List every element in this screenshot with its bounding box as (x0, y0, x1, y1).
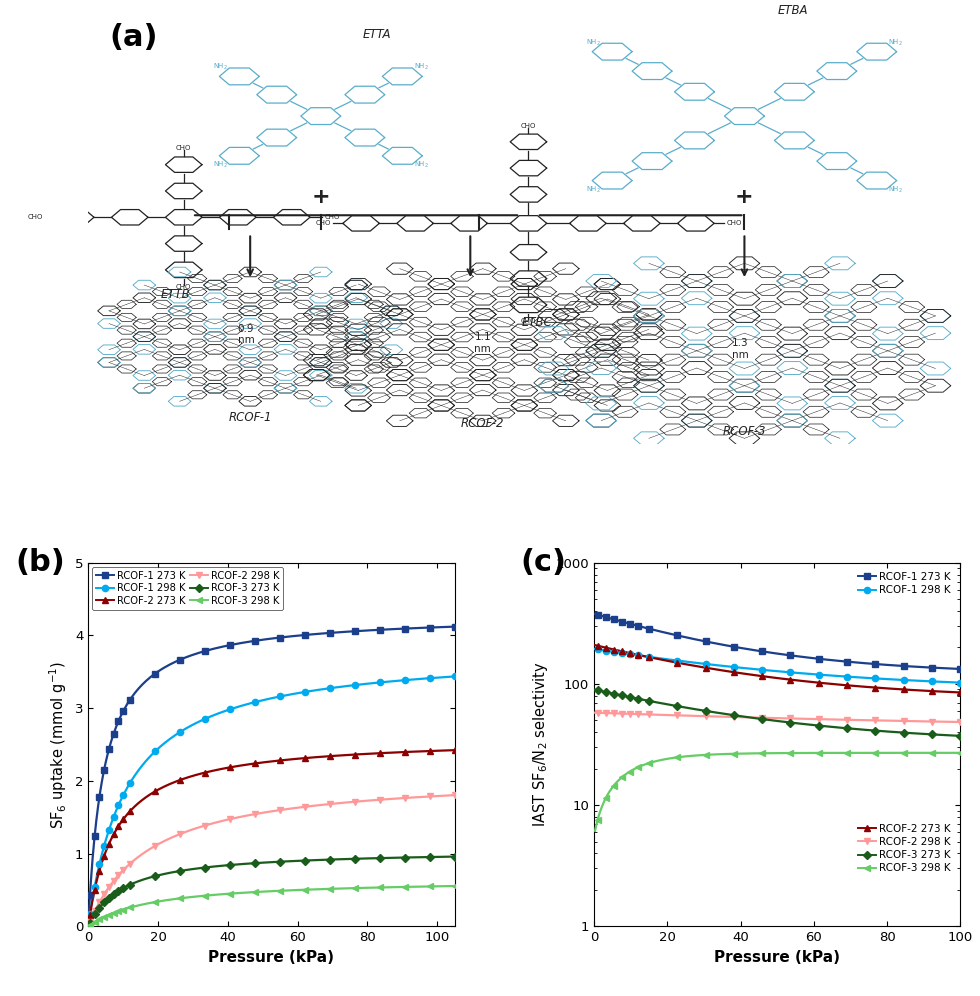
Text: NH$_2$: NH$_2$ (213, 160, 228, 170)
Text: RCOF-1: RCOF-1 (228, 411, 271, 424)
Text: CHO: CHO (27, 214, 43, 220)
Text: ETTA: ETTA (363, 28, 391, 41)
Text: (c): (c) (520, 548, 566, 578)
Text: RCOF-2: RCOF-2 (461, 417, 505, 430)
Text: 1.3
nm: 1.3 nm (732, 338, 749, 360)
Text: (a): (a) (109, 23, 158, 52)
Text: CHO: CHO (176, 284, 191, 290)
Text: +: + (312, 187, 330, 207)
Text: NH$_2$: NH$_2$ (586, 38, 601, 48)
Legend: RCOF-1 273 K, RCOF-1 298 K, RCOF-2 273 K, RCOF-2 298 K, RCOF-3 273 K, RCOF-3 298: RCOF-1 273 K, RCOF-1 298 K, RCOF-2 273 K… (92, 567, 283, 610)
Text: CHO: CHO (520, 318, 536, 324)
Text: ETTB: ETTB (161, 288, 190, 301)
Text: +: + (735, 187, 754, 207)
Text: CHO: CHO (324, 214, 340, 220)
Text: 0.9
nm: 0.9 nm (238, 324, 255, 346)
Text: ETBC: ETBC (521, 317, 552, 330)
Text: (b): (b) (15, 548, 65, 578)
Text: NH$_2$: NH$_2$ (888, 184, 903, 195)
X-axis label: Pressure (kPa): Pressure (kPa) (714, 950, 840, 965)
Text: ETBA: ETBA (778, 4, 808, 17)
Text: CHO: CHO (520, 124, 536, 129)
Y-axis label: IAST SF$_6$/N$_2$ selectivity: IAST SF$_6$/N$_2$ selectivity (531, 661, 550, 828)
Text: CHO: CHO (726, 220, 742, 226)
Text: RCOF-3: RCOF-3 (722, 425, 766, 438)
Y-axis label: SF$_6$ uptake (mmol g$^{-1}$): SF$_6$ uptake (mmol g$^{-1}$) (48, 660, 70, 829)
Legend: RCOF-2 273 K, RCOF-2 298 K, RCOF-3 273 K, RCOF-3 298 K: RCOF-2 273 K, RCOF-2 298 K, RCOF-3 273 K… (854, 820, 956, 877)
Text: NH$_2$: NH$_2$ (586, 184, 601, 195)
Text: CHO: CHO (176, 144, 191, 150)
Text: 1.1
nm: 1.1 nm (474, 332, 491, 354)
Text: NH$_2$: NH$_2$ (414, 160, 428, 170)
X-axis label: Pressure (kPa): Pressure (kPa) (209, 950, 334, 965)
Text: NH$_2$: NH$_2$ (888, 38, 903, 48)
Text: NH$_2$: NH$_2$ (213, 62, 228, 73)
Text: CHO: CHO (316, 220, 330, 226)
Text: NH$_2$: NH$_2$ (414, 62, 428, 73)
